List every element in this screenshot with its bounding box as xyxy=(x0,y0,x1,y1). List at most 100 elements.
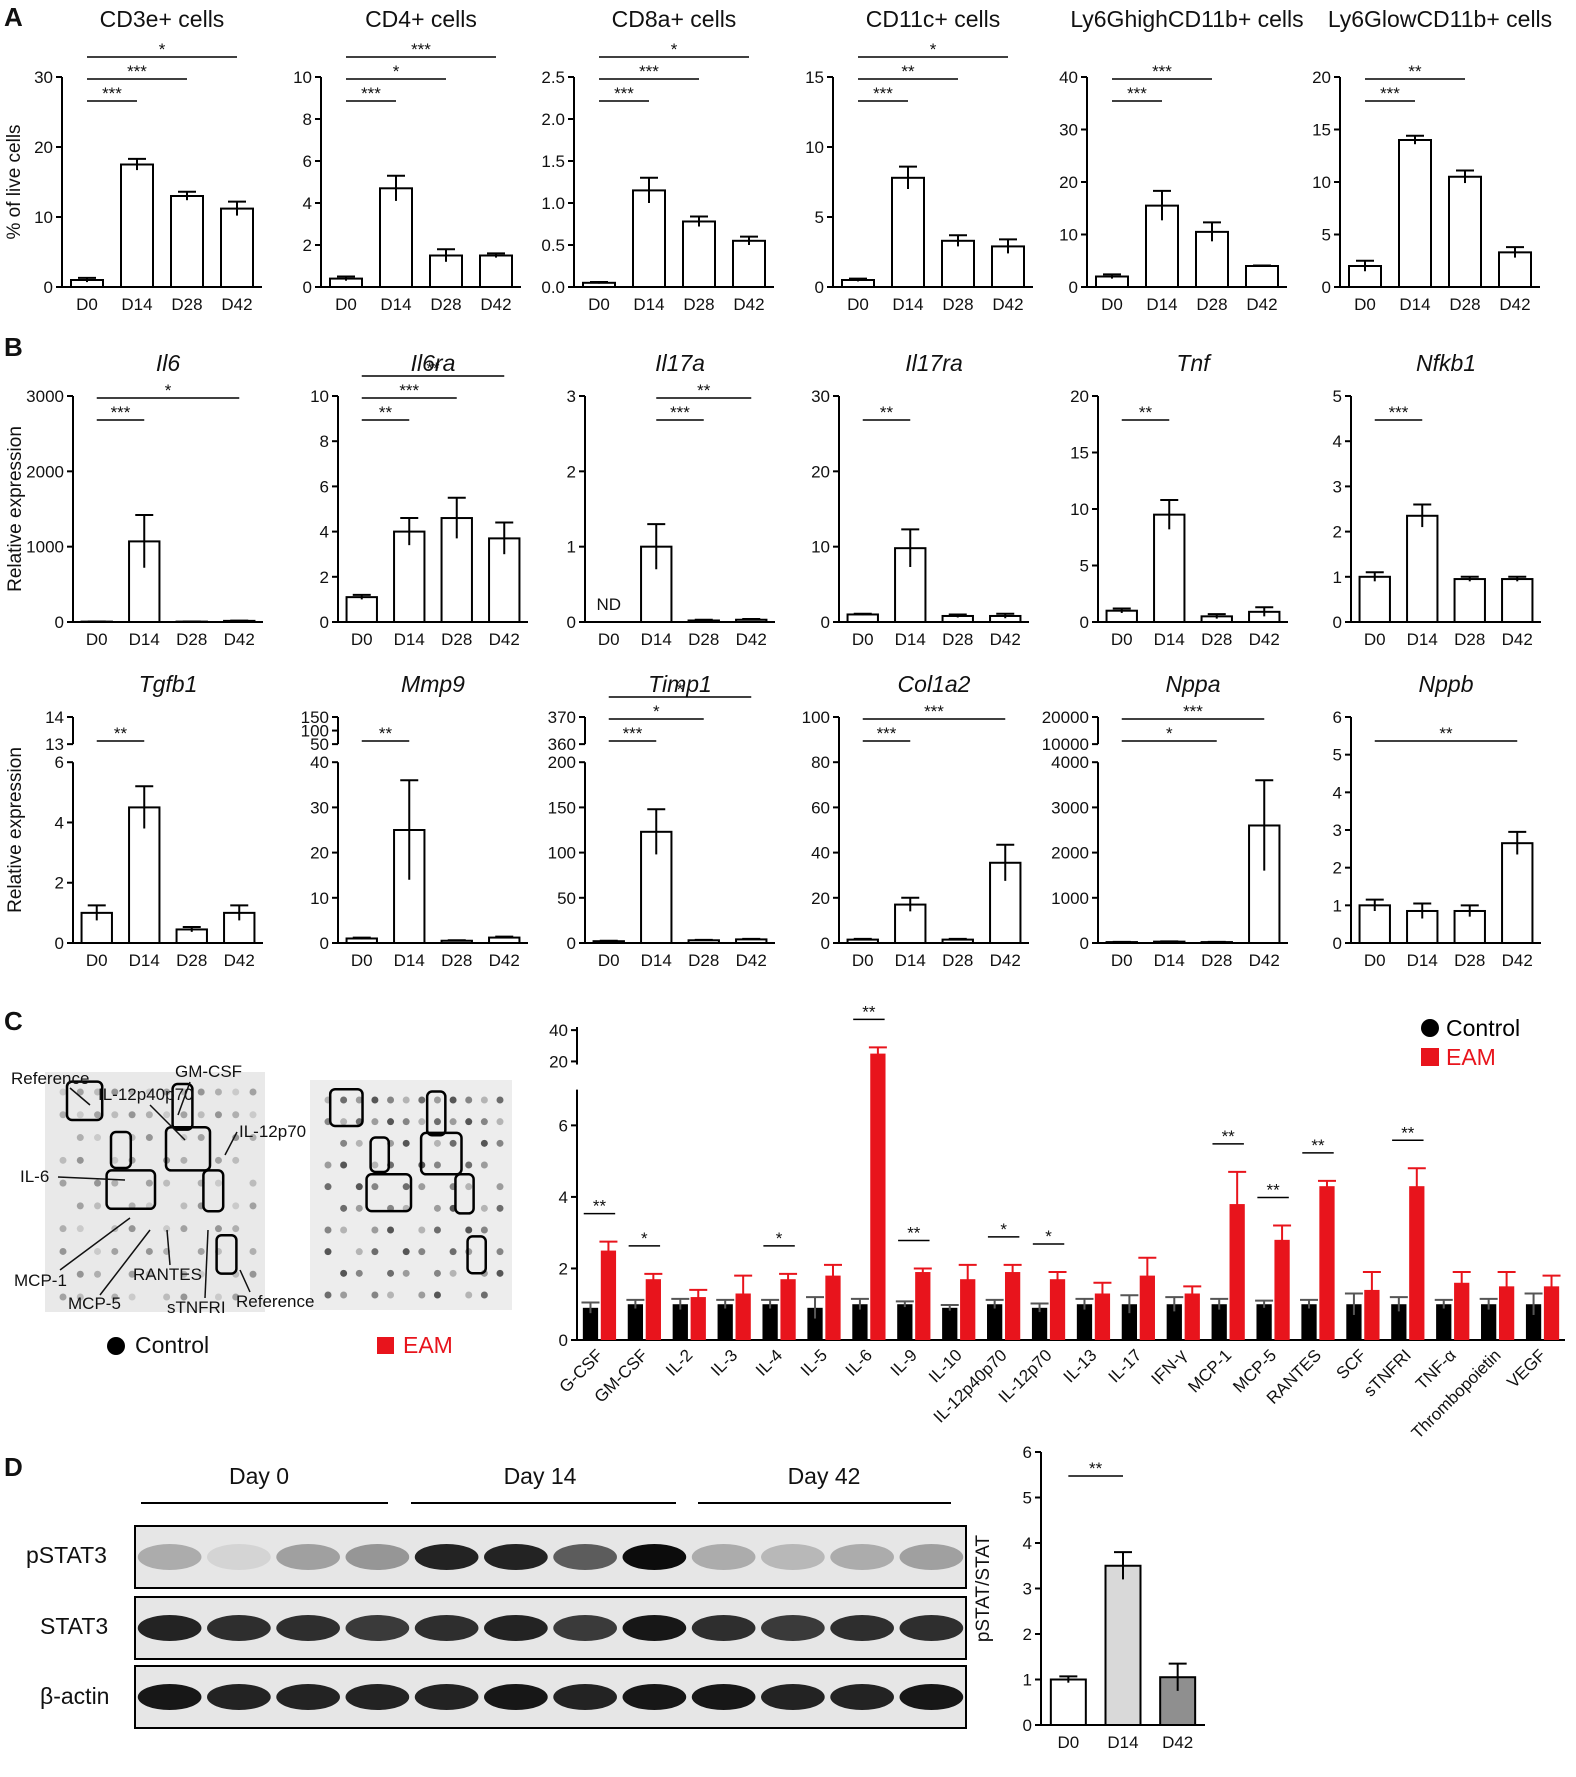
y-tick-label: 3000 xyxy=(26,387,64,406)
y-tick-label: 30 xyxy=(1059,121,1078,140)
significance-label: * xyxy=(393,62,400,81)
y-tick-label: 10 xyxy=(805,138,824,157)
bar xyxy=(1449,177,1481,287)
y-tick-label: 40 xyxy=(811,844,830,863)
chart-title: CD3e+ cells xyxy=(100,6,225,32)
array-spot xyxy=(215,1225,222,1232)
array-spot xyxy=(356,1140,363,1147)
array-spot xyxy=(434,1140,441,1147)
significance-label: *** xyxy=(399,381,419,400)
x-tick-label: IL-5 xyxy=(797,1346,831,1380)
array-spot xyxy=(403,1097,410,1104)
array-spot xyxy=(215,1111,222,1118)
array-spot xyxy=(180,1157,187,1164)
significance-label: *** xyxy=(411,40,431,59)
bar xyxy=(1246,266,1278,287)
x-tick-label: sTNFRI xyxy=(1360,1346,1415,1401)
y-tick-label: 4 xyxy=(55,813,64,832)
bar xyxy=(171,196,203,287)
array-spot xyxy=(481,1118,488,1125)
y-axis-label: pSTAT/STAT xyxy=(973,1534,994,1642)
array-spot xyxy=(434,1292,441,1299)
significance-label: *** xyxy=(102,84,122,103)
blot-band xyxy=(692,1615,756,1641)
blot-band xyxy=(484,1544,548,1570)
bar xyxy=(780,1279,795,1340)
y-tick-label: 0 xyxy=(1333,934,1342,953)
array-spot xyxy=(434,1162,441,1169)
y-tick-label: 0 xyxy=(44,278,53,297)
x-tick-label: D42 xyxy=(224,630,255,649)
x-tick-label: D42 xyxy=(1502,630,1533,649)
y-tick-label: 10 xyxy=(1312,173,1331,192)
y-tick-label: 5 xyxy=(1080,557,1089,576)
y-tick-label: 0 xyxy=(1069,278,1078,297)
x-tick-label: D42 xyxy=(990,630,1021,649)
bar xyxy=(633,190,665,287)
array-spot xyxy=(340,1205,347,1212)
array-spot xyxy=(146,1180,153,1187)
array-spot xyxy=(340,1162,347,1169)
significance-label: ** xyxy=(697,381,711,400)
array-spot xyxy=(340,1292,347,1299)
y-tick-label: 0.0 xyxy=(541,278,565,297)
chart-title: CD11c+ cells xyxy=(866,6,1000,32)
bar xyxy=(683,221,715,287)
significance-label: * xyxy=(1166,724,1173,743)
y-tick-label: 0 xyxy=(303,278,312,297)
y-tick-label: 0 xyxy=(815,278,824,297)
array-spot xyxy=(180,1111,187,1118)
array-spot xyxy=(94,1248,101,1255)
x-tick-label: D28 xyxy=(942,630,973,649)
bar xyxy=(121,165,153,288)
blot-band xyxy=(138,1544,202,1570)
array-spot xyxy=(434,1227,441,1234)
bar xyxy=(480,256,512,288)
y-tick-label: 0 xyxy=(567,934,576,953)
array-spot xyxy=(481,1097,488,1104)
x-tick-label: D14 xyxy=(1146,295,1177,314)
bar xyxy=(1050,1279,1065,1340)
x-tick-label: D42 xyxy=(736,630,767,649)
y-tick-label: 0 xyxy=(1333,613,1342,632)
x-tick-label: D28 xyxy=(171,295,202,314)
significance-label: ** xyxy=(1439,724,1453,743)
significance-label: * xyxy=(671,40,678,59)
x-tick-label: D0 xyxy=(76,295,98,314)
blot-band xyxy=(623,1615,687,1641)
y-tick-label: 15 xyxy=(805,68,824,87)
chart-title: Ly6GhighCD11b+ cells xyxy=(1070,6,1303,32)
array-spot xyxy=(434,1205,441,1212)
array-spot xyxy=(250,1180,257,1187)
array-spot xyxy=(356,1270,363,1277)
array-spot xyxy=(163,1111,170,1118)
significance-label: ** xyxy=(1401,1123,1415,1142)
chart-title: Mmp9 xyxy=(401,671,465,697)
bar xyxy=(1502,579,1532,622)
y-tick-label: 0 xyxy=(1080,934,1089,953)
y-tick-label: 150 xyxy=(301,708,329,727)
y-tick-label: 5 xyxy=(1322,226,1331,245)
array-spot xyxy=(180,1202,187,1209)
array-spot xyxy=(497,1097,504,1104)
blot-band xyxy=(553,1615,617,1641)
array-spot xyxy=(434,1097,441,1104)
array-spot xyxy=(387,1270,394,1277)
bar xyxy=(892,178,924,287)
x-tick-label: D42 xyxy=(489,630,520,649)
array-label: MCP-5 xyxy=(68,1294,121,1313)
significance-label: * xyxy=(677,680,684,699)
significance-label: *** xyxy=(1389,403,1409,422)
y-tick-label: 20 xyxy=(34,138,53,157)
x-tick-label: D42 xyxy=(1499,295,1530,314)
annotation: ND xyxy=(596,595,621,614)
significance-label: ** xyxy=(880,403,894,422)
y-tick-label: 15 xyxy=(1070,444,1089,463)
y-tick-label: 3 xyxy=(1333,477,1342,496)
y-tick-label: 10 xyxy=(34,208,53,227)
array-spot xyxy=(94,1180,101,1187)
array-spot xyxy=(60,1089,67,1096)
x-tick-label: D14 xyxy=(1154,951,1185,970)
significance-label: ** xyxy=(862,1002,876,1021)
chart-title: Nfkb1 xyxy=(1416,350,1476,376)
